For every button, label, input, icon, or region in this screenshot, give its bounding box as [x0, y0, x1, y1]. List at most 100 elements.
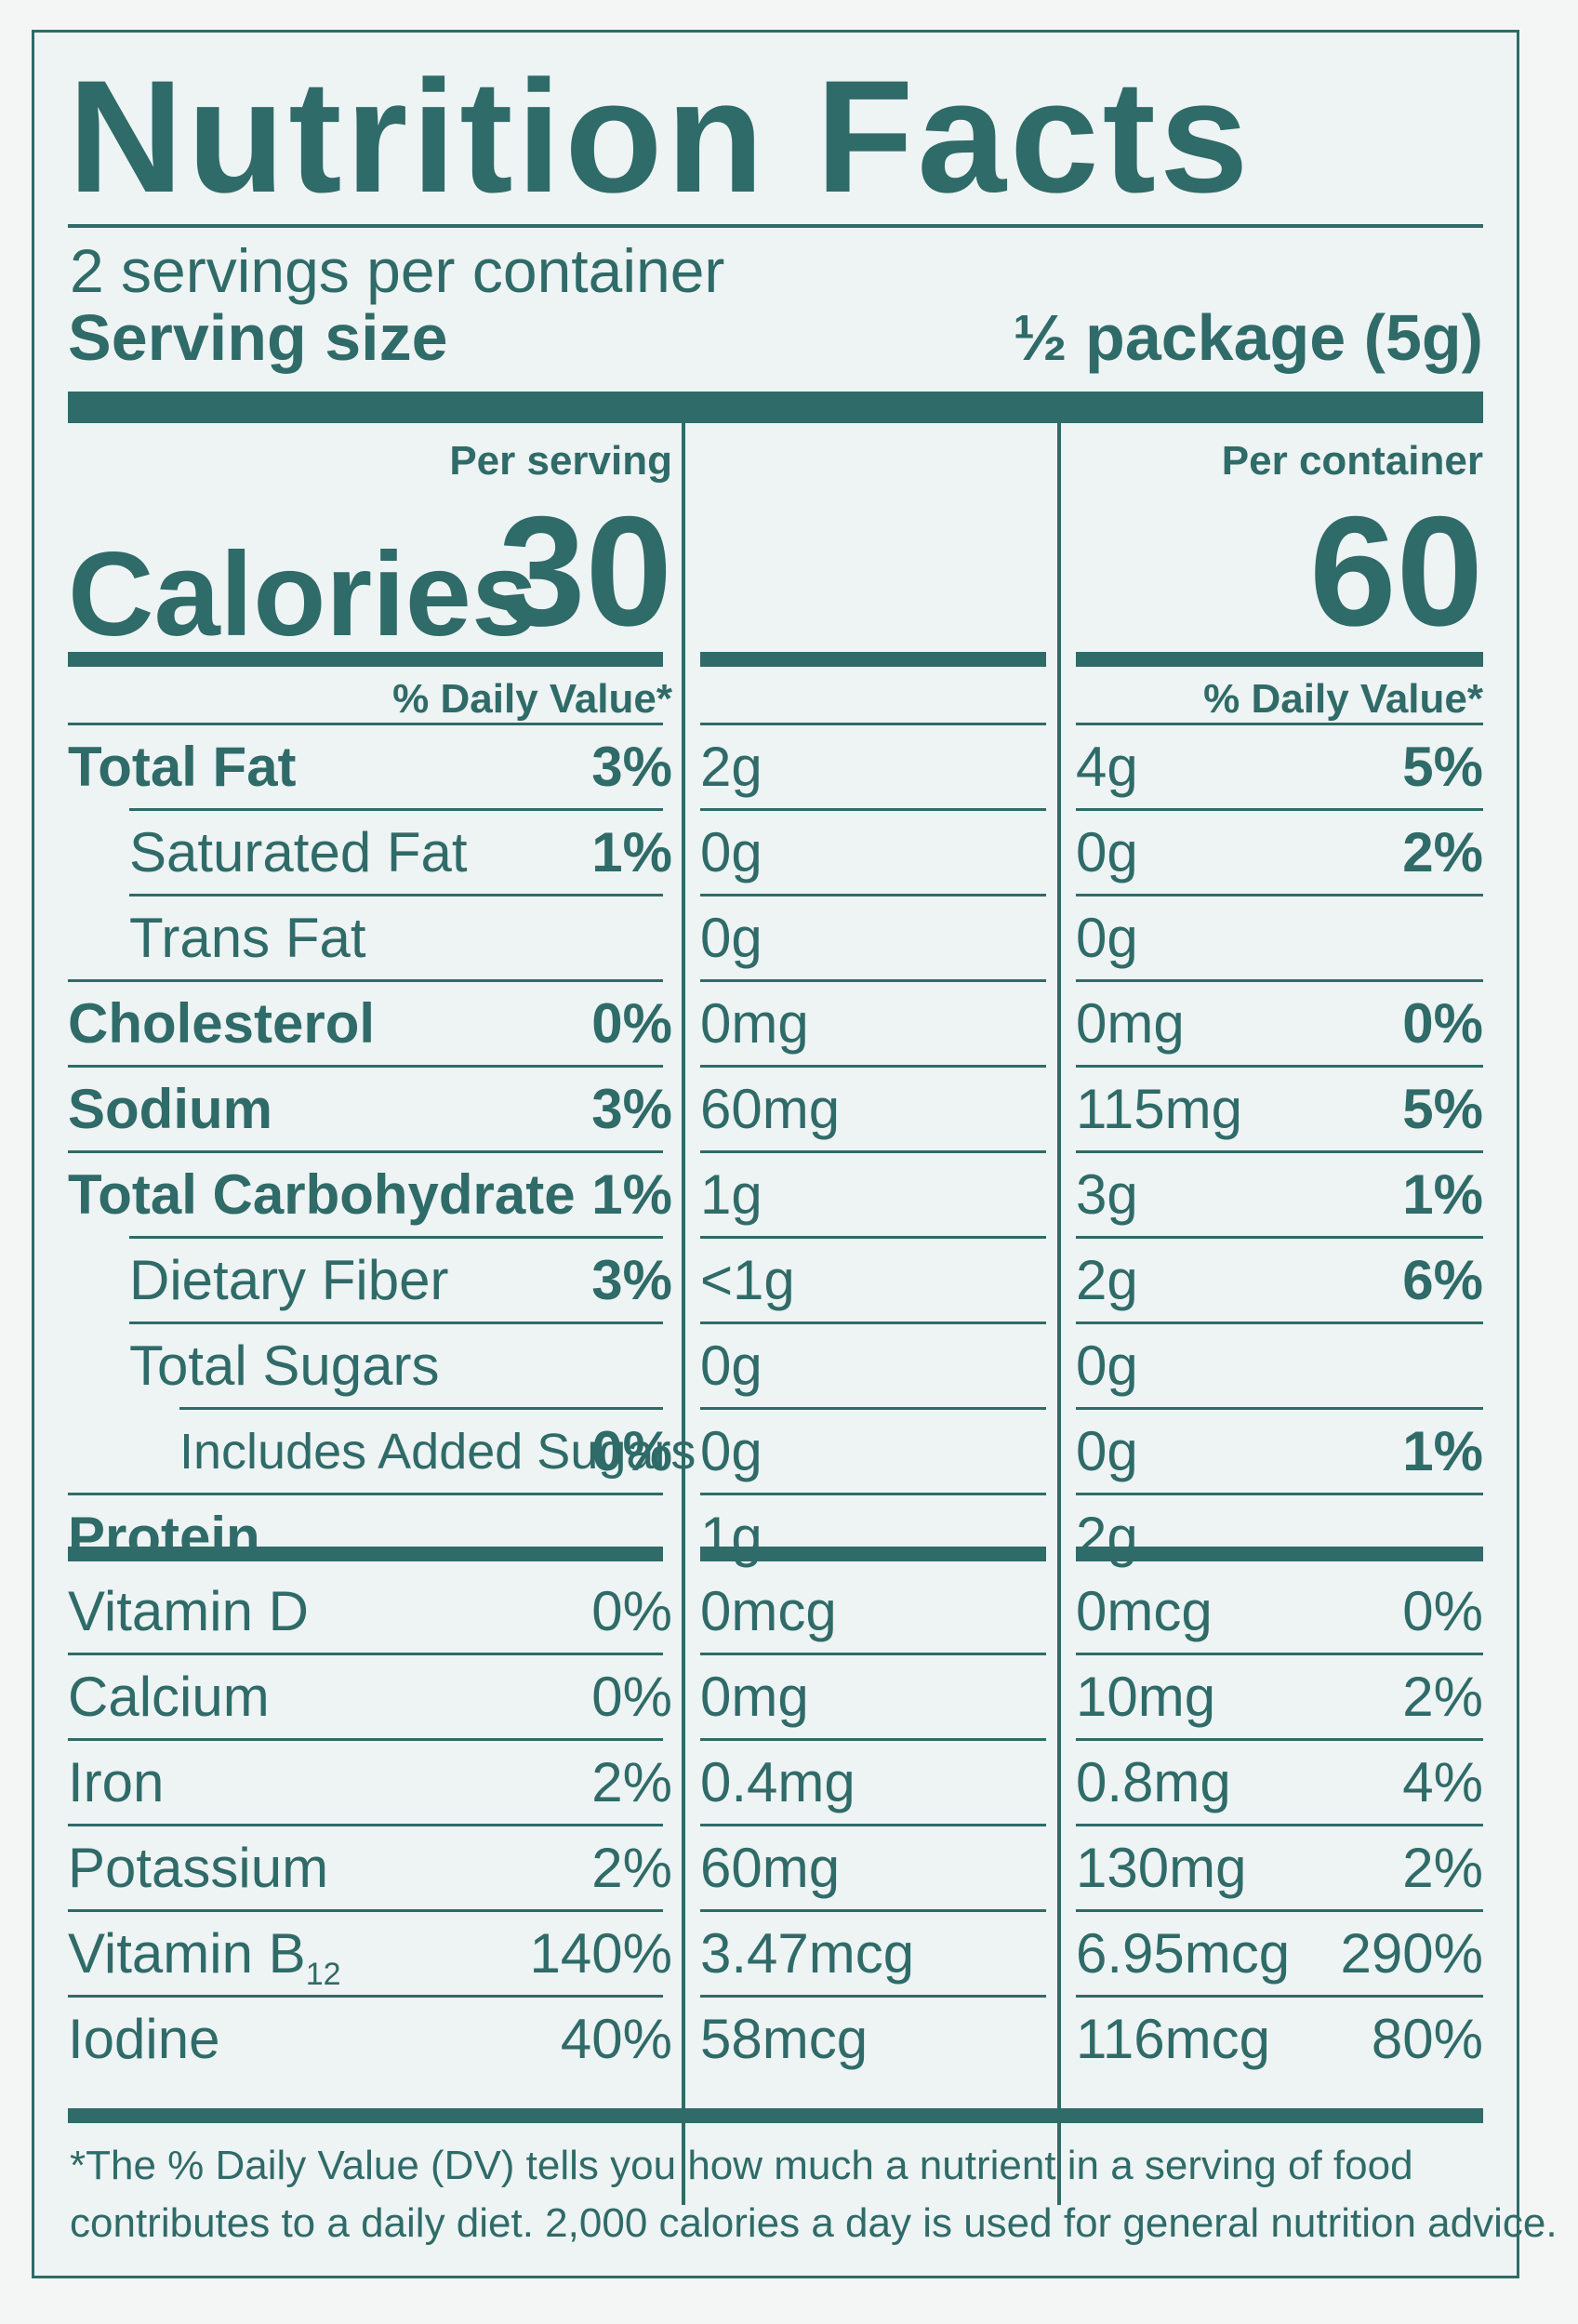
serving-amount: 0mcg: [700, 1580, 837, 1642]
vitamin-name: Vitamin D: [68, 1580, 309, 1642]
container-dv: 5%: [1402, 1078, 1483, 1140]
serving-amount: 60mg: [700, 1837, 841, 1899]
row-separator: [1076, 1653, 1483, 1655]
row-separator: [1076, 1738, 1483, 1741]
serving-size-value: ½ package (5g): [1013, 301, 1483, 374]
container-dv: 4%: [1402, 1751, 1483, 1813]
row-separator: [700, 1407, 1046, 1410]
serving-dv: 1%: [591, 821, 672, 883]
row-separator: [1076, 1909, 1483, 1912]
column-divider-1: [682, 423, 685, 2205]
serving-dv: 1%: [591, 1163, 672, 1226]
serving-dv: 140%: [529, 1922, 672, 1985]
container-dv: 2%: [1402, 1666, 1483, 1728]
row-separator: [68, 1065, 663, 1068]
vitamin-label: Vitamin D: [68, 1571, 309, 1653]
calories-per-container: 60: [1309, 484, 1483, 658]
row-separator: [700, 1321, 1046, 1324]
container-dv: 1%: [1402, 1163, 1483, 1226]
container-amount: 10mg: [1076, 1666, 1216, 1728]
serving-dv: 2%: [591, 1837, 672, 1899]
row-separator: [700, 808, 1046, 811]
calories-rule-label: [68, 652, 663, 667]
calories-per-serving: 30: [498, 484, 672, 658]
row-separator: [1076, 1824, 1483, 1826]
vitamin-name: Vitamin B: [68, 1922, 306, 1985]
container-amount: 0mg: [1076, 992, 1185, 1055]
vitamin-name: Potassium: [68, 1837, 329, 1899]
row-separator: [68, 1738, 663, 1741]
vitamin-label: Vitamin B12: [68, 1913, 341, 2015]
row-separator: [1076, 894, 1483, 896]
nutrient-label: Sodium: [68, 1078, 272, 1140]
container-amount: 6.95mcg: [1076, 1922, 1291, 1985]
container-amount: 2g: [1076, 1506, 1138, 1568]
nutrient-label: Total Sugars: [129, 1335, 440, 1397]
row-separator: [1076, 979, 1483, 982]
row-separator: [129, 1321, 663, 1324]
nutrient-label: Cholesterol: [68, 992, 376, 1055]
row-separator: [68, 979, 663, 982]
container-dv: 290%: [1340, 1922, 1483, 1985]
serving-amount: 3.47mcg: [700, 1922, 915, 1985]
serving-amount: 0mg: [700, 1666, 809, 1728]
row-separator: [700, 894, 1046, 896]
nutrient-label: Protein: [68, 1506, 260, 1568]
vitamin-label: Iodine: [68, 1999, 219, 2080]
row-separator: [1076, 808, 1483, 811]
vitamin-label: Potassium: [68, 1827, 328, 1909]
serving-dv: 3%: [591, 736, 672, 798]
container-dv: 1%: [1402, 1420, 1483, 1482]
row-separator: [129, 1236, 663, 1239]
nutrient-label: Trans Fat: [129, 907, 366, 969]
row-separator: [179, 1407, 663, 1410]
container-amount: 4g: [1076, 736, 1138, 798]
container-dv: 2%: [1402, 1837, 1483, 1899]
calories-rule-container: [1076, 652, 1483, 667]
dv-header-container: % Daily Value*: [1203, 676, 1483, 722]
nutrient-label: Includes Added Sugars: [179, 1424, 696, 1480]
container-amount: 116mcg: [1076, 2008, 1271, 2070]
serving-amount: 0.4mg: [700, 1751, 855, 1813]
per-serving-header: Per serving: [449, 438, 672, 484]
calories-label: Calories: [68, 528, 538, 661]
serving-amount: 1g: [700, 1163, 762, 1226]
serving-amount: 0g: [700, 907, 762, 969]
serving-size-label: Serving size: [68, 301, 448, 374]
footnote-line-2: contributes to a daily diet. 2,000 calor…: [70, 2200, 1558, 2246]
protein-rule-label: [68, 1547, 663, 1561]
protein-rule-container: [1076, 1547, 1483, 1561]
row-separator: [1076, 1065, 1483, 1068]
row-separator: [68, 1995, 663, 1998]
dv-header-serving: % Daily Value*: [392, 676, 672, 722]
row-separator: [700, 979, 1046, 982]
row-separator: [1076, 1150, 1483, 1153]
serving-amount: <1g: [700, 1249, 795, 1311]
serving-amount: 0g: [700, 1420, 762, 1482]
nutrient-label: Total Carbohydrate: [68, 1163, 576, 1226]
row-separator: [1076, 1995, 1483, 1998]
row-separator: [700, 1150, 1046, 1153]
container-dv: 2%: [1402, 821, 1483, 883]
row-separator: [700, 1236, 1046, 1239]
serving-amount: 60mg: [700, 1078, 841, 1140]
calories-rule-serving: [700, 652, 1046, 667]
serving-dv: 0%: [591, 1420, 672, 1482]
serving-dv: 0%: [591, 1580, 672, 1642]
column-divider-2: [1057, 423, 1061, 2205]
container-amount: 2g: [1076, 1249, 1138, 1311]
title-rule: [68, 224, 1483, 228]
row-separator: [700, 1738, 1046, 1741]
row-separator: [700, 1824, 1046, 1826]
row-separator: [68, 1493, 663, 1495]
row-separator: [68, 1909, 663, 1912]
container-amount: 115mg: [1076, 1078, 1243, 1140]
serving-amount: 0g: [700, 1335, 762, 1397]
nutrient-label: Total Fat: [68, 736, 297, 798]
row-separator: [700, 723, 1046, 725]
row-separator: [1076, 1321, 1483, 1324]
container-amount: 3g: [1076, 1163, 1138, 1226]
serving-amount: 1g: [700, 1506, 762, 1568]
container-amount: 130mg: [1076, 1837, 1247, 1899]
vitamin-name: Iodine: [68, 2008, 220, 2070]
